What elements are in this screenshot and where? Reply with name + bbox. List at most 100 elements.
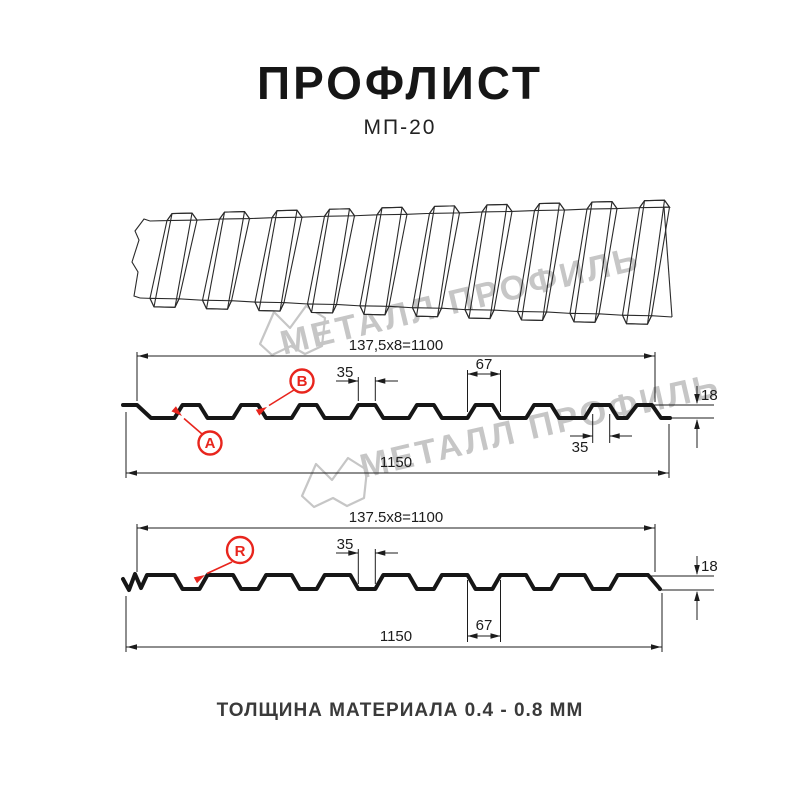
sheet-far-edge	[149, 199, 671, 222]
arrowhead	[490, 633, 501, 639]
label-r-badge	[225, 535, 255, 565]
sheet-cut-edge	[131, 218, 151, 299]
dim-working-width-label: 137,5x8=1100	[349, 337, 443, 354]
sheet-line	[598, 208, 618, 314]
dim-groove-opening-label: 67	[476, 617, 493, 634]
sheet-line	[230, 218, 251, 301]
arrowhead	[582, 433, 593, 439]
sheet-line	[545, 209, 566, 313]
sheet-line	[359, 214, 378, 306]
arrowhead	[127, 470, 137, 476]
arrowhead	[467, 633, 478, 639]
arrowhead	[467, 371, 478, 377]
sheet-line	[464, 211, 483, 310]
dim-rib-top-label: 35	[337, 364, 354, 381]
sheet-line	[283, 217, 303, 303]
sheet-line	[279, 210, 298, 312]
arrowhead	[651, 644, 661, 650]
sheet-line	[625, 200, 646, 324]
sheet-line	[569, 209, 588, 314]
sheet-line	[440, 212, 461, 309]
sheet-line	[541, 202, 561, 321]
sheet-line	[594, 201, 613, 323]
label-a: A	[205, 435, 216, 452]
arrowhead	[127, 644, 137, 650]
label-a-badge	[197, 430, 223, 456]
leader-arrowhead	[193, 575, 205, 584]
arrowhead	[694, 419, 700, 429]
profile-outline	[121, 572, 662, 592]
dim-height-label: 18	[701, 558, 718, 575]
sheet-3d-drawing	[131, 199, 673, 325]
sheet-line	[621, 207, 641, 316]
arrowhead	[348, 378, 359, 384]
sheet-line	[646, 200, 666, 325]
dim-total-width	[125, 412, 670, 478]
arrowhead	[658, 470, 668, 476]
sheet-line	[174, 212, 193, 308]
dim-working-width	[136, 524, 656, 572]
material-thickness-caption: ТОЛЩИНА МАТЕРИАЛА 0.4 - 0.8 ММ	[216, 700, 584, 721]
dim-groove-bottom-label: 35	[337, 536, 354, 553]
sheet-line	[436, 205, 456, 317]
dim-rib-base-label: 67	[476, 356, 493, 373]
metal-profile-logo-icon	[258, 304, 327, 357]
sheet-line	[205, 212, 226, 309]
sheet-line	[520, 203, 541, 321]
metal-profile-logo-icon	[300, 456, 369, 509]
label-b-badge	[289, 368, 315, 394]
sheet-line	[153, 213, 173, 307]
sheet-line	[254, 217, 273, 303]
dim-rib-top-below	[570, 414, 632, 443]
sheet-line	[388, 214, 408, 307]
arrowhead	[609, 433, 620, 439]
leader-arrowhead	[255, 407, 267, 416]
arrowhead	[694, 394, 700, 404]
sheet-line	[149, 220, 168, 299]
sheet-line	[258, 210, 278, 311]
sheet-line	[178, 219, 198, 299]
sheet-line	[573, 202, 593, 322]
profile-model-subtitle: МП-20	[363, 116, 437, 139]
sheet-line	[363, 207, 383, 315]
sheet-line	[310, 209, 331, 313]
dim-total-width-label: 1150	[380, 628, 412, 645]
arrowhead	[375, 378, 386, 384]
arrowhead	[694, 591, 700, 601]
sheet-line	[411, 213, 431, 308]
sheet-line	[335, 215, 356, 305]
sheet-near-edge	[139, 297, 673, 325]
sheet-line	[468, 204, 488, 319]
sheet-line	[650, 207, 671, 316]
sheet-line	[226, 211, 246, 310]
label-r: R	[235, 543, 246, 560]
sheet-line	[331, 208, 351, 314]
leader-line-r	[206, 561, 233, 575]
dim-working-width	[136, 352, 656, 402]
label-b: B	[297, 373, 308, 390]
leader-arrowheads	[171, 406, 267, 584]
sheet-line	[493, 211, 513, 311]
sheet-line	[516, 210, 536, 312]
sheet-line	[306, 216, 326, 305]
leader-line-a	[183, 417, 203, 435]
arrowhead	[644, 353, 654, 359]
arrowhead	[694, 565, 700, 575]
sheet-line	[201, 218, 221, 301]
dim-height-label: 18	[701, 387, 718, 404]
watermark-2: МЕТАЛЛ ПРОФИЛЬ	[300, 366, 724, 509]
header: ПРОФЛИСТ МП-20	[0, 0, 800, 140]
dim-total-width	[125, 593, 663, 652]
arrowhead	[644, 525, 654, 531]
leader-arrowhead	[171, 406, 182, 416]
arrowhead	[138, 353, 148, 359]
dim-total-width-label: 1150	[380, 454, 412, 471]
page-title: ПРОФЛИСТ	[257, 57, 543, 109]
profile-outline	[121, 403, 672, 420]
dim-rib-top-below-label: 35	[572, 439, 589, 456]
cross-section-2: 137.5x8=1100 35 67 18	[121, 509, 718, 652]
arrowhead	[138, 525, 148, 531]
arrowhead	[490, 371, 501, 377]
